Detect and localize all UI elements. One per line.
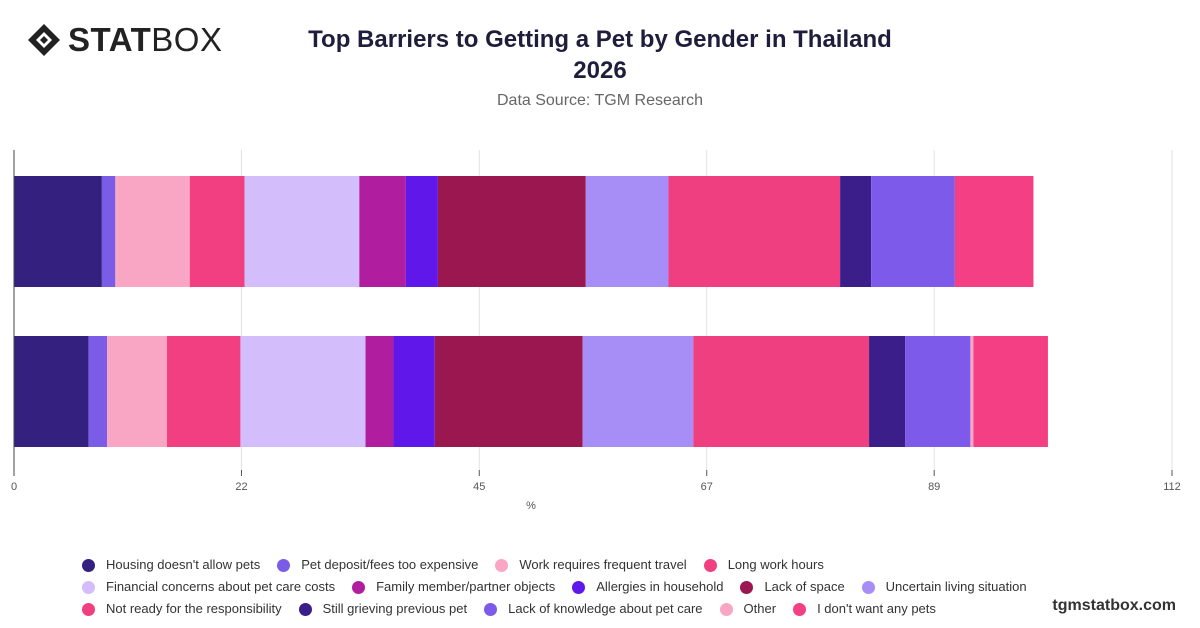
legend-marker	[298, 602, 312, 616]
x-tick-label: 45	[473, 481, 485, 493]
bar-segment	[107, 336, 168, 447]
logo-bold-text: STAT	[68, 21, 152, 58]
bar-segment	[393, 336, 435, 447]
legend-item[interactable]: Other	[719, 601, 777, 617]
bar-segment	[101, 176, 116, 287]
legend-item[interactable]: Housing doesn't allow pets	[82, 557, 260, 573]
legend-item[interactable]: Pet deposit/fees too expensive	[277, 557, 478, 573]
bar-segment	[115, 176, 190, 287]
legend-item[interactable]: Still grieving previous pet	[298, 601, 468, 617]
bar-segment	[167, 336, 241, 447]
legend-label: Long work hours	[727, 557, 824, 572]
bar-segment	[954, 176, 1034, 287]
legend-label: Allergies in household	[596, 579, 724, 594]
legend-item[interactable]: I don't want any pets	[793, 601, 936, 617]
bar-segment	[365, 336, 394, 447]
legend-item[interactable]: Lack of knowledge about pet care	[484, 601, 703, 617]
chart-subtitle: Data Source: TGM Research	[496, 92, 703, 109]
bar-segment	[585, 176, 669, 287]
bar-segment	[840, 176, 872, 287]
x-tick-label: 0	[11, 481, 17, 493]
x-tick-label: 89	[928, 481, 940, 493]
bar-segment	[88, 336, 108, 447]
stacked-bar-chart: 0 22 45 67 89 112%	[11, 150, 1181, 512]
bar-segment	[871, 176, 955, 287]
x-axis: 0 22 45 67 89 112%	[11, 150, 1181, 512]
legend-label: Not ready for the responsibility	[106, 601, 282, 616]
legend-label: Work requires frequent travel	[519, 557, 687, 572]
legend-item[interactable]: Long work hours	[703, 557, 824, 573]
chart-legend: Housing doesn't allow pets Pet deposit/fe…	[82, 557, 1082, 617]
bar-segment	[582, 336, 694, 447]
legend-marker	[861, 580, 875, 594]
legend-item[interactable]: Not ready for the responsibility	[82, 601, 282, 617]
legend-marker	[484, 602, 498, 616]
legend-item[interactable]: Family member/partner objects	[352, 579, 555, 595]
legend-marker	[572, 580, 586, 594]
bar-segment	[244, 176, 360, 287]
statbox-logo: STATBOX	[26, 22, 222, 58]
bar-segment	[973, 336, 1048, 447]
legend-label: Lack of knowledge about pet care	[508, 601, 703, 616]
legend-label: I don't want any pets	[817, 601, 936, 616]
legend-label: Uncertain living situation	[885, 579, 1027, 594]
chart-title: Top Barriers to Getting a Pet by Gender …	[280, 24, 920, 86]
legend-item[interactable]: Allergies in household	[572, 579, 723, 595]
x-axis-title: %	[526, 500, 536, 512]
legend-label: Pet deposit/fees too expensive	[301, 557, 479, 572]
chart-title-line-1: Top Barriers to Getting a Pet by Gender …	[308, 26, 892, 53]
bar-segment	[905, 336, 971, 447]
legend-marker	[703, 558, 717, 572]
bar-segment	[668, 176, 841, 287]
legend-item[interactable]: Work requires frequent travel	[495, 557, 687, 573]
legend-label: Still grieving previous pet	[322, 601, 468, 616]
x-tick-label: 67	[701, 481, 713, 493]
x-tick-label: 112	[1163, 481, 1181, 493]
chart-title-line-2: 2026	[573, 57, 627, 84]
legend-item[interactable]: Financial concerns about pet care costs	[82, 579, 335, 595]
bar-segment	[14, 336, 89, 447]
logo-wordmark: STATBOX	[68, 22, 222, 58]
bar-segment	[869, 336, 906, 447]
bar-segment	[14, 176, 102, 287]
footer-site-label: tgmstatbox.com	[1052, 597, 1176, 614]
legend-marker	[352, 580, 366, 594]
bar-segment	[405, 176, 438, 287]
legend-label: Other	[743, 601, 777, 616]
bar-segment	[970, 336, 974, 447]
bar-segments	[14, 176, 1048, 447]
legend-item[interactable]: Lack of space	[740, 579, 845, 595]
bar-segment	[359, 176, 406, 287]
bar-segment	[693, 336, 870, 447]
legend-marker	[82, 558, 95, 572]
bar-segment	[189, 176, 245, 287]
legend-label: Family member/partner objects	[376, 579, 556, 594]
legend-marker	[277, 558, 291, 572]
x-tick-label: 22	[235, 481, 247, 493]
legend-label: Lack of space	[764, 579, 845, 594]
logo-light-text: BOX	[151, 21, 223, 58]
bar-segment	[437, 176, 586, 287]
legend-marker	[719, 602, 733, 616]
bar-segment	[434, 336, 583, 447]
bar-segment	[240, 336, 366, 447]
legend-marker	[740, 580, 754, 594]
legend-marker	[793, 602, 807, 616]
legend-marker	[82, 602, 95, 616]
legend-label: Housing doesn't allow pets	[106, 557, 261, 572]
legend-marker	[82, 580, 95, 594]
legend-label: Financial concerns about pet care costs	[106, 579, 336, 594]
legend-item[interactable]: Uncertain living situation	[861, 579, 1027, 595]
legend-marker	[495, 558, 509, 572]
diamond-logo-icon	[28, 24, 60, 56]
